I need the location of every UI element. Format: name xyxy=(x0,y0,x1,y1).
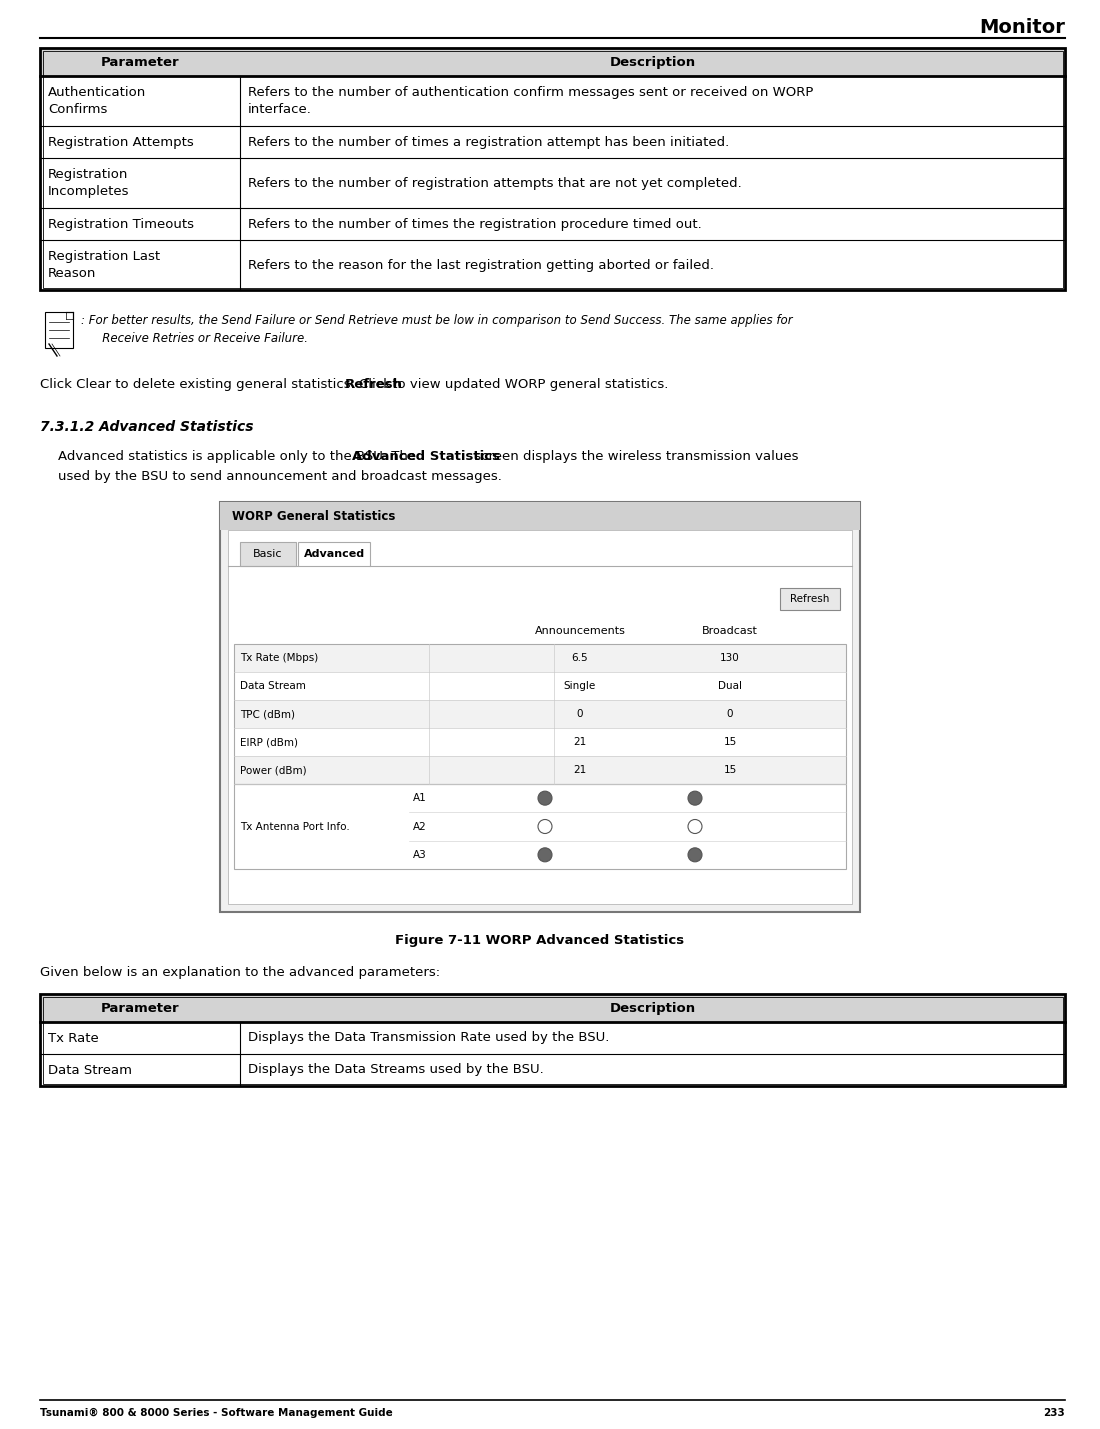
Text: Registration Last
Reason: Registration Last Reason xyxy=(48,250,161,280)
Bar xyxy=(40,49,1065,290)
Text: Displays the Data Streams used by the BSU.: Displays the Data Streams used by the BS… xyxy=(248,1063,543,1076)
Text: Refresh: Refresh xyxy=(345,379,403,392)
Text: Announcements: Announcements xyxy=(535,626,626,636)
Bar xyxy=(40,995,1065,1086)
Text: 0: 0 xyxy=(576,709,583,719)
Text: A1: A1 xyxy=(412,793,427,803)
Circle shape xyxy=(688,792,702,805)
Bar xyxy=(240,542,296,566)
Text: Registration
Incompletes: Registration Incompletes xyxy=(48,169,130,199)
Bar xyxy=(298,542,370,566)
Circle shape xyxy=(538,819,552,833)
Text: Refers to the number of authentication confirm messages sent or received on WORP: Refers to the number of authentication c… xyxy=(248,86,813,116)
Text: Refers to the reason for the last registration getting aborted or failed.: Refers to the reason for the last regist… xyxy=(248,259,714,272)
Text: A2: A2 xyxy=(412,822,427,832)
Bar xyxy=(234,785,846,869)
Bar xyxy=(228,530,852,905)
Text: Monitor: Monitor xyxy=(979,19,1065,37)
Bar xyxy=(780,587,840,610)
Text: Advanced: Advanced xyxy=(304,549,364,559)
Text: Basic: Basic xyxy=(253,549,283,559)
Text: 6.5: 6.5 xyxy=(572,653,588,663)
Text: Refers to the number of times the registration procedure timed out.: Refers to the number of times the regist… xyxy=(248,217,702,230)
Circle shape xyxy=(538,847,552,862)
Text: Refers to the number of times a registration attempt has been initiated.: Refers to the number of times a registra… xyxy=(248,136,729,149)
Text: used by the BSU to send announcement and broadcast messages.: used by the BSU to send announcement and… xyxy=(58,470,502,483)
Text: Advanced statistics is applicable only to the BSU. The: Advanced statistics is applicable only t… xyxy=(58,450,420,463)
Text: 0: 0 xyxy=(727,709,734,719)
Text: 130: 130 xyxy=(720,653,740,663)
Text: 21: 21 xyxy=(573,737,586,747)
Text: 7.3.1.2 Advanced Statistics: 7.3.1.2 Advanced Statistics xyxy=(40,420,253,434)
Bar xyxy=(40,49,1065,76)
Bar xyxy=(234,756,846,785)
Bar xyxy=(43,50,1063,287)
Text: Description: Description xyxy=(609,56,695,69)
Bar xyxy=(40,995,1065,1022)
Text: Click Clear to delete existing general statistics. Click: Click Clear to delete existing general s… xyxy=(40,379,395,392)
Text: Tx Rate: Tx Rate xyxy=(48,1032,99,1045)
Text: A3: A3 xyxy=(412,850,427,860)
Bar xyxy=(40,1022,1065,1055)
Text: Tsunami® 800 & 8000 Series - Software Management Guide: Tsunami® 800 & 8000 Series - Software Ma… xyxy=(40,1408,393,1418)
Text: Registration Attempts: Registration Attempts xyxy=(48,136,194,149)
Text: Description: Description xyxy=(609,1002,695,1015)
Bar xyxy=(43,996,1063,1083)
Text: Registration Timeouts: Registration Timeouts xyxy=(48,217,194,230)
Text: Data Stream: Data Stream xyxy=(240,682,306,692)
Text: to view updated WORP general statistics.: to view updated WORP general statistics. xyxy=(388,379,669,392)
Bar xyxy=(45,312,73,349)
Text: Given below is an explanation to the advanced parameters:: Given below is an explanation to the adv… xyxy=(40,966,440,979)
Text: Tx Rate (Mbps): Tx Rate (Mbps) xyxy=(240,653,318,663)
Bar xyxy=(40,159,1065,209)
Bar xyxy=(40,209,1065,240)
Text: 233: 233 xyxy=(1043,1408,1065,1418)
Text: 15: 15 xyxy=(724,765,737,775)
Text: Power (dBm): Power (dBm) xyxy=(240,765,307,775)
Text: WORP General Statistics: WORP General Statistics xyxy=(232,510,395,523)
Text: Figure 7-11 WORP Advanced Statistics: Figure 7-11 WORP Advanced Statistics xyxy=(395,935,684,947)
Text: TPC (dBm): TPC (dBm) xyxy=(240,709,295,719)
Text: Parameter: Parameter xyxy=(100,1002,179,1015)
Text: Single: Single xyxy=(564,682,596,692)
Circle shape xyxy=(688,819,702,833)
Text: screen displays the wireless transmission values: screen displays the wireless transmissio… xyxy=(470,450,799,463)
Text: 15: 15 xyxy=(724,737,737,747)
Bar xyxy=(40,76,1065,126)
Text: : For better results, the Send Failure or Send Retrieve must be low in compariso: : For better results, the Send Failure o… xyxy=(81,314,793,327)
Text: Refers to the number of registration attempts that are not yet completed.: Refers to the number of registration att… xyxy=(248,177,741,190)
Bar xyxy=(220,502,860,912)
Bar xyxy=(40,240,1065,290)
Circle shape xyxy=(688,847,702,862)
Bar xyxy=(234,644,846,785)
Text: Refresh: Refresh xyxy=(790,594,829,604)
Text: Tx Antenna Port Info.: Tx Antenna Port Info. xyxy=(240,822,350,832)
Bar xyxy=(234,700,846,727)
Text: EIRP (dBm): EIRP (dBm) xyxy=(240,737,298,747)
Text: Dual: Dual xyxy=(718,682,743,692)
Text: Advanced Statistics: Advanced Statistics xyxy=(352,450,500,463)
Text: Parameter: Parameter xyxy=(100,56,179,69)
Bar xyxy=(40,126,1065,159)
Bar xyxy=(40,1055,1065,1086)
Circle shape xyxy=(538,792,552,805)
Bar xyxy=(220,502,860,530)
Text: Authentication
Confirms: Authentication Confirms xyxy=(48,86,146,116)
Text: Broadcast: Broadcast xyxy=(702,626,758,636)
Text: Data Stream: Data Stream xyxy=(48,1063,132,1076)
Text: Receive Retries or Receive Failure.: Receive Retries or Receive Failure. xyxy=(91,332,308,344)
Text: Displays the Data Transmission Rate used by the BSU.: Displays the Data Transmission Rate used… xyxy=(248,1032,609,1045)
Text: 21: 21 xyxy=(573,765,586,775)
Bar xyxy=(234,644,846,672)
